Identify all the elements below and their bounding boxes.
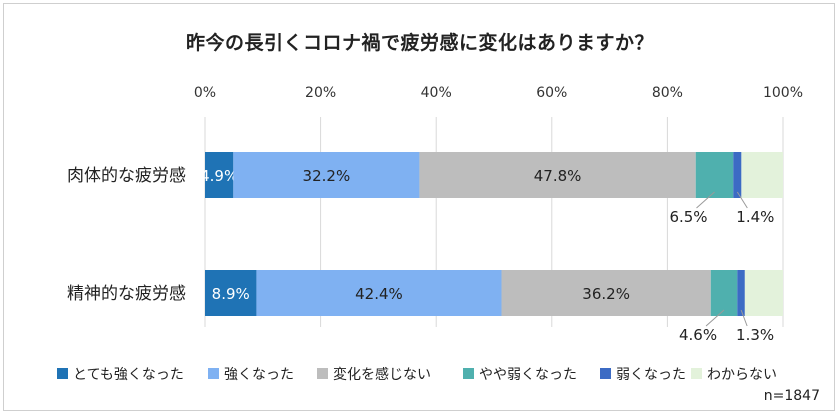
legend-swatch (57, 368, 68, 379)
data-label: 4.6% (679, 326, 717, 344)
data-label: 32.2% (303, 167, 351, 185)
category-label: 肉体的な疲労感 (67, 166, 186, 186)
legend-swatch (691, 368, 702, 379)
chart-frame (3, 3, 835, 411)
legend-label: やや弱くなった (479, 367, 577, 383)
bar-segment (233, 152, 420, 198)
data-label: 6.5% (669, 208, 707, 226)
legend-label: 強くなった (224, 367, 294, 383)
bar-segment (205, 270, 257, 316)
sample-size-note: n=1847 (763, 388, 820, 404)
legend-label: わからない (707, 367, 777, 383)
x-tick-label: 20% (305, 85, 336, 101)
legend-swatch (600, 368, 611, 379)
bar-segment (419, 152, 696, 198)
bar-segment (737, 270, 745, 316)
category-label: 精神的な疲労感 (67, 284, 186, 304)
bar-segment (205, 152, 234, 198)
bar-segment (256, 270, 502, 316)
data-label: 47.8% (534, 167, 582, 185)
x-tick-label: 100% (763, 85, 803, 101)
legend-label: とても強くなった (73, 367, 184, 383)
x-tick-label: 60% (536, 85, 567, 101)
bar-segment (741, 152, 783, 198)
bar-segment (695, 152, 734, 198)
data-label: 4.9% (200, 167, 238, 185)
data-label: 8.9% (212, 285, 250, 303)
leader-line (696, 191, 715, 209)
bar-segment (733, 152, 742, 198)
legend-swatch (463, 368, 474, 379)
data-label: 36.2% (582, 285, 630, 303)
data-label: 42.4% (355, 285, 403, 303)
x-tick-label: 80% (652, 85, 683, 101)
leader-line (736, 191, 748, 209)
legend-label: 変化を感じない (333, 366, 431, 383)
chart-title: 昨今の長引くコロナ禍で疲労感に変化はありますか？ (185, 32, 654, 54)
x-tick-label: 0% (194, 85, 216, 101)
legend-swatch (317, 368, 328, 379)
bar-segment (744, 270, 783, 316)
bar-segment (710, 270, 738, 316)
leader-line (705, 309, 725, 327)
bar-segment (501, 270, 711, 316)
data-label: 1.3% (736, 326, 774, 344)
x-tick-label: 40% (421, 85, 452, 101)
data-label: 1.4% (736, 208, 774, 226)
leader-line (740, 309, 748, 327)
legend-label: 弱くなった (616, 367, 686, 383)
legend-swatch (208, 368, 219, 379)
